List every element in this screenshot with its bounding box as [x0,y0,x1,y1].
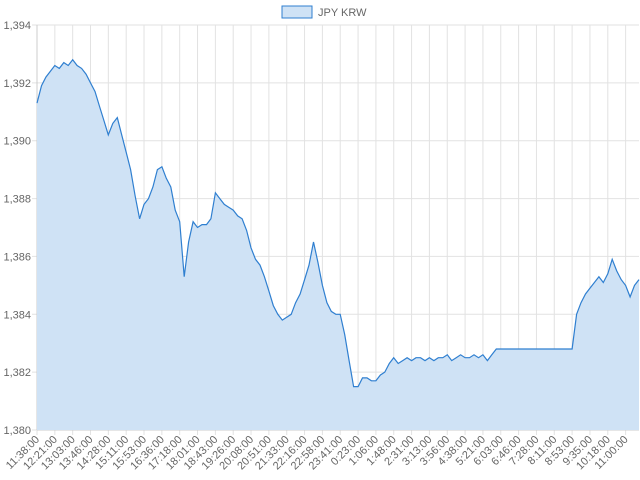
y-tick-label: 1,392 [3,78,31,90]
y-tick-label: 1,382 [3,367,31,379]
y-tick-label: 1,380 [3,425,31,437]
y-tick-label: 1,384 [3,309,31,321]
legend-label: JPY KRW [318,7,367,19]
y-tick-label: 1,394 [3,20,31,32]
area [37,59,639,430]
line [36,58,640,388]
legend-swatch [281,5,313,19]
y-tick-label: 1,388 [3,194,31,206]
y-tick-label: 1,390 [3,136,31,148]
y-tick-label: 1,386 [3,251,31,263]
